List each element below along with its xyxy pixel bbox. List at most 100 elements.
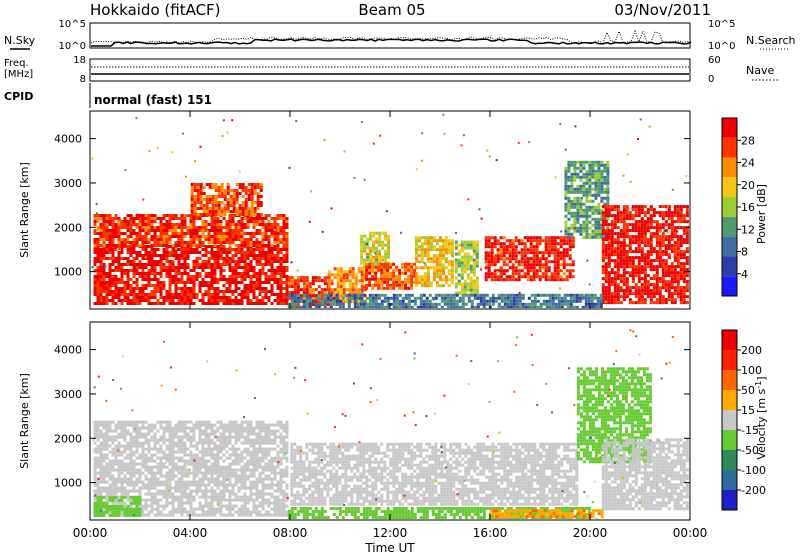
velocity-scatter-point <box>591 501 594 504</box>
velocity-scatter-point <box>131 409 134 412</box>
velocity-scatter-point <box>93 386 96 389</box>
velocity-colorbar-swatch <box>722 410 737 430</box>
power-scatter-point <box>308 220 311 223</box>
velocity-scatter-point <box>494 510 497 513</box>
power-scatter-point <box>382 287 385 290</box>
power-scatter-point <box>460 144 463 147</box>
power-scatter-point <box>676 230 679 233</box>
power-scatter-point <box>637 138 639 140</box>
time-tick-label: 04:00 <box>173 526 208 540</box>
power-scatter-point <box>639 118 642 121</box>
velocity-scatter-point <box>595 518 598 519</box>
velocity-scatter-point <box>615 350 618 353</box>
power-colorbar-tick-label: 24 <box>741 157 755 170</box>
date-label: 03/Nov/2011 <box>614 1 711 19</box>
velocity-scatter-point <box>358 441 361 443</box>
power-scatter-point <box>648 125 651 128</box>
power-scatter-point <box>199 145 202 148</box>
power-scatter-point <box>283 307 286 308</box>
velocity-scatter-point <box>293 376 296 379</box>
velocity-scatter-point <box>94 494 97 497</box>
power-colorbar-tick-label: 28 <box>741 134 755 147</box>
velocity-scatter-point <box>530 333 533 336</box>
power-scatter-point <box>455 232 457 235</box>
power-scatter-point <box>329 299 332 302</box>
velocity-scatter-point <box>497 360 500 363</box>
velocity-scatter-point <box>498 431 501 434</box>
velocity-scatter-point <box>412 411 415 414</box>
velocity-scatter-point <box>189 468 191 471</box>
nsearch-series-line <box>90 29 692 44</box>
power-scatter-point <box>175 247 177 250</box>
power-scatter-point <box>171 151 174 154</box>
velocity-scatter-point <box>97 477 100 480</box>
velocity-scatter-point <box>515 344 518 347</box>
velocity-region-1 <box>93 495 142 517</box>
velocity-scatter-point <box>445 466 448 469</box>
cpid-label: CPID <box>4 90 33 103</box>
count-tick-bottom-left: 10^0 <box>59 41 86 52</box>
power-colorbar-swatch <box>722 216 737 237</box>
velocity-scatter-point <box>299 450 302 452</box>
power-region-11 <box>601 205 689 305</box>
power-scatter-point <box>420 245 423 248</box>
velocity-scatter-point <box>132 514 135 517</box>
velocity-ytick-label: 1000 <box>54 477 82 490</box>
velocity-colorbar-swatch <box>722 370 737 390</box>
velocity-scatter-point <box>599 456 602 459</box>
power-scatter-point <box>388 303 391 306</box>
velocity-scatter-point <box>376 398 379 401</box>
velocity-scatter-point <box>625 396 627 399</box>
nave-label: Nave <box>746 64 774 77</box>
velocity-scatter-point <box>488 400 491 403</box>
velocity-scatter-point <box>97 375 100 378</box>
power-colorbar-swatch <box>722 236 737 257</box>
velocity-scatter-point <box>355 515 358 518</box>
power-scatter-point <box>493 254 495 257</box>
power-scatter-point <box>372 142 375 145</box>
velocity-scatter-point <box>164 462 167 465</box>
power-scatter-point <box>288 166 291 169</box>
power-ytick-label: 3000 <box>54 177 82 190</box>
velocity-scatter-point <box>593 480 596 483</box>
velocity-scatter-point <box>361 343 364 346</box>
velocity-colorbar: 200 100 50 15 -15 -50 -100 -200 <box>721 329 766 511</box>
power-scatter-point <box>608 239 611 242</box>
power-colorbar-tick-label: 8 <box>741 246 748 259</box>
freq-tick-bottom: 8 <box>80 74 86 85</box>
cpid-strip: CPID normal (fast) 151 <box>4 83 212 108</box>
power-scatter-point <box>528 141 531 144</box>
power-region-12 <box>287 293 603 308</box>
velocity-colorbar-tick-label: 100 <box>741 364 762 377</box>
power-ytick-label: 2000 <box>54 221 82 234</box>
velocity-scatter-point <box>612 363 615 365</box>
count-tick-bottom-right: 10^0 <box>708 41 735 52</box>
velocity-scatter-point <box>404 331 407 334</box>
velocity-scatter-point <box>463 479 466 482</box>
power-ylabel: Slant Range [km] <box>18 162 31 258</box>
power-scatter-point <box>365 243 368 246</box>
velocity-scatter-point <box>243 416 245 418</box>
power-scatter-point <box>158 226 161 229</box>
power-scatter-point <box>361 290 364 292</box>
power-colorbar-tick-label: 4 <box>741 268 748 281</box>
power-scatter-point <box>671 188 674 191</box>
power-scatter-point <box>619 220 622 223</box>
velocity-scatter-point <box>222 436 225 439</box>
velocity-scatter-point <box>286 497 289 500</box>
power-region-1 <box>93 214 289 247</box>
velocity-scatter-point <box>294 366 297 369</box>
velocity-scatter-point <box>531 364 534 366</box>
velocity-scatter-point <box>352 382 355 385</box>
cpid-value: normal (fast) 151 <box>94 93 212 107</box>
power-scatter-point <box>194 160 196 163</box>
velocity-scatter-point <box>167 489 170 492</box>
time-tick-label: 00:00 <box>73 526 108 540</box>
velocity-scatter-point <box>217 504 220 507</box>
velocity-colorbar-tick-label: 50 <box>741 384 755 397</box>
velocity-scatter-point <box>414 424 417 427</box>
nave-tick-top: 60 <box>708 55 721 66</box>
power-scatter-point <box>666 231 669 234</box>
velocity-scatter-point <box>665 362 668 365</box>
power-scatter-point <box>385 210 388 213</box>
